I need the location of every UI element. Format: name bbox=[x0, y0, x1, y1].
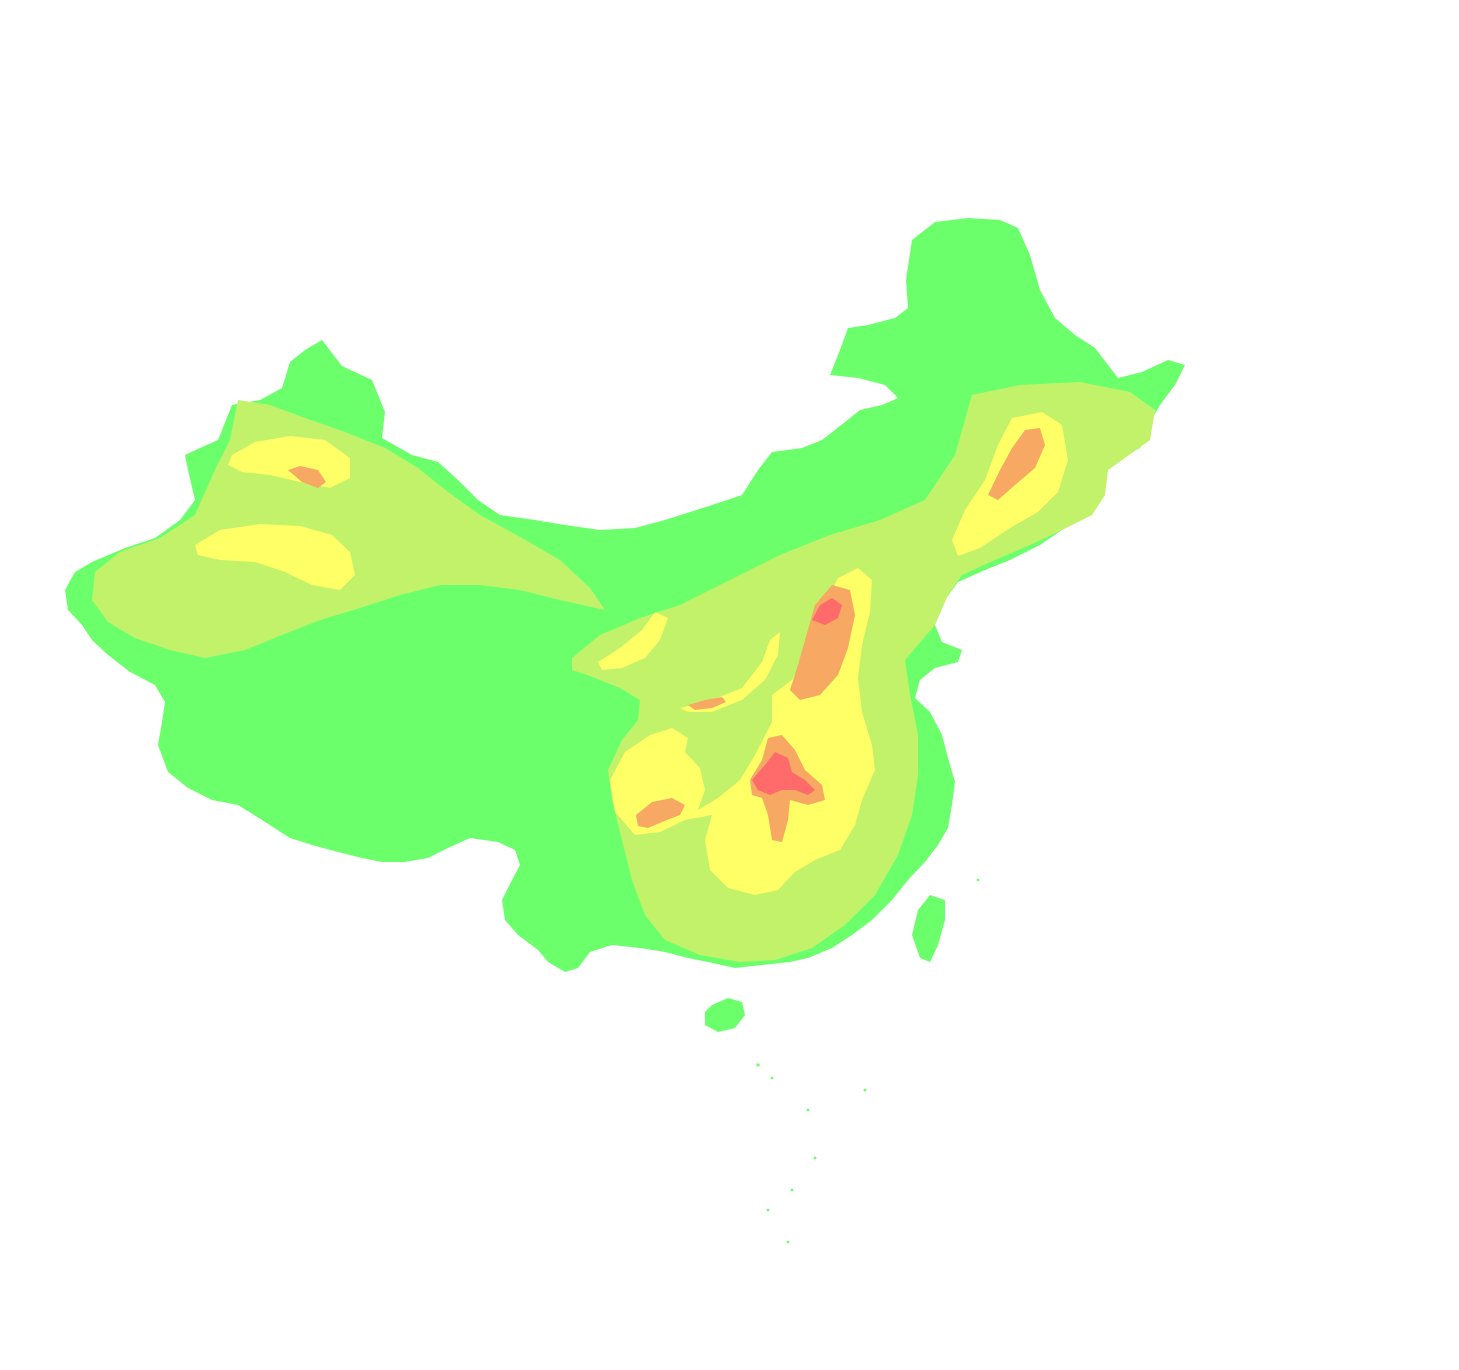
level-4-ridge-spot bbox=[688, 697, 726, 710]
island-dot bbox=[756, 1063, 760, 1067]
level-4-northwest-spot bbox=[288, 466, 326, 488]
level-4-central-west-spot bbox=[636, 798, 685, 828]
hainan-island bbox=[705, 998, 745, 1032]
level-5-central-north-core bbox=[812, 598, 842, 625]
island-dot bbox=[766, 1208, 770, 1212]
level-2-west-band bbox=[92, 400, 605, 658]
level-3-ridge-band bbox=[680, 632, 780, 712]
intensity-level-5 bbox=[752, 598, 842, 795]
island-dot bbox=[806, 1108, 810, 1112]
level-5-central-south-core bbox=[752, 752, 815, 795]
island-dot bbox=[813, 1156, 817, 1160]
island-dot bbox=[770, 1076, 774, 1080]
island-dot bbox=[786, 1240, 790, 1244]
island-dot bbox=[863, 1088, 867, 1092]
level-4-northeast-spot bbox=[988, 428, 1045, 500]
south-china-sea-islands bbox=[756, 878, 980, 1244]
level-3-north-gansu-blob bbox=[598, 612, 668, 670]
taiwan-island bbox=[912, 895, 945, 962]
island-dot bbox=[976, 878, 980, 882]
level-3-west-blob bbox=[195, 524, 355, 590]
island-dot bbox=[790, 1188, 794, 1192]
